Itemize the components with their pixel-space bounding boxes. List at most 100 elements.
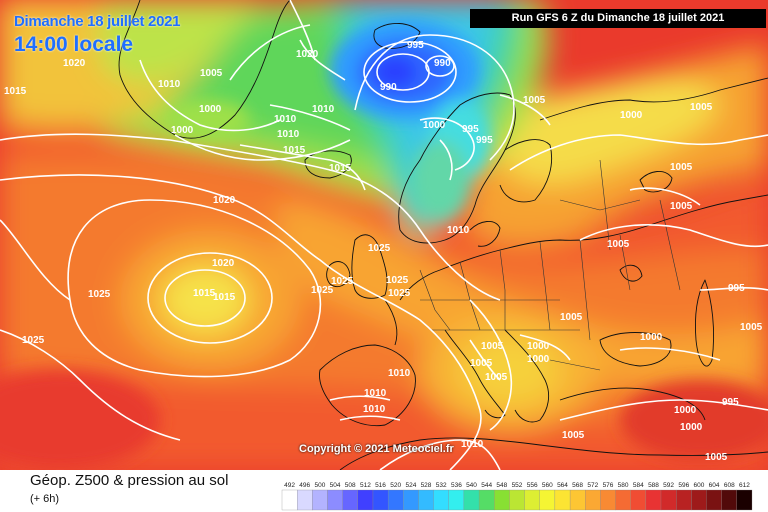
scale-swatch <box>554 489 571 511</box>
pressure-label: 1005 <box>560 312 583 323</box>
pressure-label: 1000 <box>680 422 703 433</box>
pressure-label: 1015 <box>193 288 216 299</box>
scale-swatch <box>478 489 495 511</box>
scale-tick-label: 560 <box>542 482 553 489</box>
pressure-label: 1010 <box>158 79 181 90</box>
pressure-label: 1005 <box>562 430 585 441</box>
scale-tick-label: 500 <box>314 482 325 489</box>
forecast-date: Dimanche 18 juillet 2021 <box>14 13 181 30</box>
pressure-label: 1000 <box>423 120 446 131</box>
scale-tick-label: 556 <box>527 482 538 489</box>
scale-tick-label: 508 <box>345 482 356 489</box>
pressure-label: 995 <box>722 397 739 408</box>
scale-tick-label: 564 <box>557 482 568 489</box>
scale-tick-label: 600 <box>693 482 704 489</box>
pressure-label: 995 <box>476 135 493 146</box>
pressure-label: 1010 <box>274 114 297 125</box>
pressure-label: 990 <box>380 82 397 93</box>
scale-swatch <box>630 489 647 511</box>
pressure-label: 1000 <box>527 341 550 352</box>
scale-tick-label: 584 <box>633 482 644 489</box>
pressure-label: 1005 <box>607 239 630 250</box>
pressure-label: 1005 <box>523 95 546 106</box>
scale-swatch <box>357 489 374 511</box>
pressure-label: 1000 <box>171 125 194 136</box>
pressure-label: 1000 <box>640 332 663 343</box>
scale-tick-label: 492 <box>284 482 295 489</box>
pressure-label: 1015 <box>4 86 27 97</box>
scale-tick-label: 588 <box>648 482 659 489</box>
pressure-label: 1010 <box>447 225 470 236</box>
legend-title: Géop. Z500 & pression au sol <box>30 472 229 489</box>
scale-tick-label: 520 <box>390 482 401 489</box>
scale-tick-label: 592 <box>663 482 674 489</box>
scale-swatch <box>312 489 328 511</box>
pressure-label: 1020 <box>296 49 319 60</box>
scale-swatch <box>569 489 586 511</box>
scale-swatch <box>463 489 480 511</box>
scale-tick-label: 612 <box>739 482 750 489</box>
scale-tick-label: 568 <box>572 482 583 489</box>
pressure-label: 1025 <box>311 285 334 296</box>
pressure-label: 1015 <box>329 163 352 174</box>
pressure-label: 1005 <box>481 341 504 352</box>
pressure-label: 1010 <box>364 388 387 399</box>
scale-swatch <box>600 489 616 511</box>
scale-swatch <box>387 489 404 511</box>
scale-swatch <box>342 489 358 511</box>
scale-swatch <box>433 489 449 511</box>
pressure-label: 1020 <box>212 258 235 269</box>
scale-swatch <box>691 489 707 511</box>
scale-swatch <box>494 489 510 511</box>
scale-tick-label: 580 <box>618 482 629 489</box>
scale-swatch <box>539 489 556 511</box>
scale-tick-label: 528 <box>421 482 432 489</box>
pressure-label: 1000 <box>674 405 697 416</box>
forecast-time: 14:00 locale <box>14 33 134 56</box>
geopotential-map: 1020 1015 1010 1005 1000 1000 1020 1010 … <box>0 0 768 470</box>
scale-swatch <box>524 489 540 511</box>
scale-swatch <box>721 489 738 511</box>
scale-tick-label: 576 <box>603 482 614 489</box>
scale-tick-label: 516 <box>375 482 386 489</box>
pressure-label: 1005 <box>740 322 763 333</box>
scale-swatch <box>585 489 601 511</box>
scale-tick-label: 512 <box>360 482 371 489</box>
scale-tick-label: 524 <box>405 482 416 489</box>
pressure-label: 1025 <box>22 335 45 346</box>
pressure-label: 1005 <box>200 68 223 79</box>
scale-swatch <box>418 489 434 511</box>
pressure-label: 1010 <box>312 104 335 115</box>
pressure-label: 995 <box>728 283 745 294</box>
pressure-label: 1015 <box>213 292 236 303</box>
pressure-label: 1025 <box>368 243 391 254</box>
pressure-label: 1000 <box>527 354 550 365</box>
scale-tick-label: 608 <box>724 482 735 489</box>
scale-tick-label: 532 <box>436 482 447 489</box>
pressure-label: 1005 <box>670 201 693 212</box>
scale-tick-label: 552 <box>512 482 523 489</box>
isobar-labels: 1020 1015 1010 1005 1000 1000 1020 1010 … <box>4 40 763 463</box>
pressure-label: 1025 <box>331 276 354 287</box>
pressure-label: 1010 <box>277 129 300 140</box>
scale-tick-label: 572 <box>587 482 598 489</box>
scale-tick-label: 544 <box>481 482 492 489</box>
scale-swatch <box>676 489 692 511</box>
pressure-label: 1015 <box>283 145 306 156</box>
pressure-label: 1005 <box>470 358 493 369</box>
scale-swatch <box>509 489 525 511</box>
pressure-label: 1005 <box>485 372 508 383</box>
pressure-label: 1010 <box>363 404 386 415</box>
geopotential-color-field <box>0 0 768 470</box>
copyright-notice: Copyright © 2021 Meteociel.fr <box>299 443 454 455</box>
color-scale: 492 496 500 504 508 512 516 520 524 528 532 536 540 5… <box>281 482 753 511</box>
pressure-label: 990 <box>434 58 451 69</box>
pressure-label: 1005 <box>690 102 713 113</box>
pressure-label: 1010 <box>388 368 411 379</box>
pressure-label: 995 <box>462 124 479 135</box>
scale-swatch <box>281 489 298 511</box>
pressure-label: 1005 <box>705 452 728 463</box>
scale-swatch <box>706 489 722 511</box>
scale-swatch <box>448 489 465 511</box>
